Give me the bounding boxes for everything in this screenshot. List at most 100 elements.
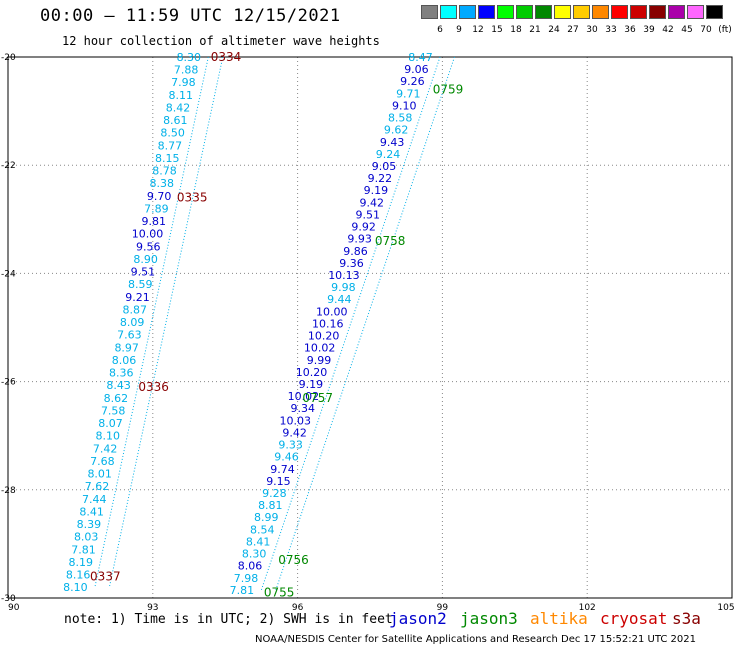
y-tick-label: -30 xyxy=(1,594,16,604)
wave-height-value: 10.20 xyxy=(296,366,328,379)
time-label: 0335 xyxy=(177,191,208,205)
legend-label: 9 xyxy=(456,25,462,35)
wave-height-value: 8.77 xyxy=(158,139,183,152)
wave-height-value: 9.19 xyxy=(299,378,324,391)
track-line xyxy=(275,56,455,591)
wave-height-value: 7.42 xyxy=(93,442,118,455)
track-line xyxy=(260,56,441,591)
wave-height-value: 8.36 xyxy=(109,367,134,380)
legend-label: 45 xyxy=(681,25,693,35)
wave-height-value: 9.33 xyxy=(278,439,303,452)
wave-height-value: 9.24 xyxy=(376,148,401,161)
wave-height-value: 7.63 xyxy=(117,329,142,342)
legend-swatch xyxy=(535,5,552,19)
legend-label: 33 xyxy=(605,25,617,35)
wave-height-value: 8.39 xyxy=(77,518,102,531)
legend-swatch xyxy=(497,5,514,19)
legend-swatch xyxy=(459,5,476,19)
satellite-altika: altika xyxy=(530,609,588,628)
wave-height-value: 8.87 xyxy=(123,303,148,316)
page-title: 00:00 – 11:59 UTC 12/15/2021 xyxy=(40,6,341,26)
wave-height-value: 8.41 xyxy=(246,535,271,548)
legend-swatch xyxy=(478,5,495,19)
wave-height-value: 8.06 xyxy=(112,354,137,367)
legend-label: 39 xyxy=(643,25,655,35)
wave-height-value: 7.62 xyxy=(85,480,110,493)
legend-swatch xyxy=(592,5,609,19)
wave-height-value: 8.03 xyxy=(74,531,99,544)
wave-height-value: 7.68 xyxy=(90,455,115,468)
wave-height-value: 7.81 xyxy=(230,584,255,597)
wave-height-value: 9.21 xyxy=(125,291,150,304)
wave-height-value: 8.09 xyxy=(120,316,145,329)
wave-height-value: 9.28 xyxy=(262,487,287,500)
wave-height-value: 9.99 xyxy=(307,354,332,367)
wave-height-value: 7.81 xyxy=(71,543,96,556)
wave-height-value: 9.74 xyxy=(270,463,295,476)
wave-height-value: 9.42 xyxy=(282,426,307,439)
x-tick-label: 96 xyxy=(292,603,304,613)
wave-height-value: 7.98 xyxy=(171,76,196,89)
wave-height-value: 8.42 xyxy=(166,101,191,114)
wave-height-value: 9.93 xyxy=(347,233,372,246)
wave-height-value: 9.34 xyxy=(291,402,316,415)
legend-swatch xyxy=(554,5,571,19)
wave-height-value: 7.98 xyxy=(234,572,259,585)
wave-height-value: 9.15 xyxy=(266,475,291,488)
wave-height-value: 7.89 xyxy=(144,202,169,215)
wave-height-value: 10.00 xyxy=(132,228,164,241)
wave-height-value: 9.10 xyxy=(392,99,417,112)
legend-unit: (ft) xyxy=(718,25,732,35)
wave-height-value: 8.30 xyxy=(242,548,267,561)
wave-height-value: 10.02 xyxy=(304,342,336,355)
legend-label: 27 xyxy=(567,25,579,35)
time-label: 0336 xyxy=(138,380,169,394)
track-line xyxy=(94,56,209,588)
legend-label: 6 xyxy=(437,25,443,35)
x-tick-label: 105 xyxy=(717,603,734,613)
wave-height-value: 8.41 xyxy=(79,505,104,518)
legend-swatch xyxy=(649,5,666,19)
wave-height-value: 8.54 xyxy=(250,523,275,536)
wave-height-value: 9.71 xyxy=(396,87,421,100)
satellite-s3a: s3a xyxy=(672,609,701,628)
wave-height-value: 8.01 xyxy=(87,468,112,481)
legend-label: 18 xyxy=(510,25,522,35)
wave-height-value: 8.19 xyxy=(69,556,94,569)
wave-height-value: 8.10 xyxy=(96,430,121,443)
time-label: 0755 xyxy=(264,586,295,600)
wave-height-value: 9.19 xyxy=(364,184,389,197)
wave-height-value: 10.02 xyxy=(288,390,320,403)
time-label: 0337 xyxy=(90,569,121,583)
legend-swatch xyxy=(516,5,533,19)
legend-label: 24 xyxy=(548,25,560,35)
wave-height-value: 9.92 xyxy=(351,221,376,234)
wave-height-value: 8.30 xyxy=(177,51,202,64)
legend-label: 42 xyxy=(662,25,674,35)
legend-swatch xyxy=(611,5,628,19)
satellite-cryosat: cryosat xyxy=(600,609,668,628)
legend-label: 36 xyxy=(624,25,636,35)
wave-height-value: 7.44 xyxy=(82,493,107,506)
legend-swatch xyxy=(440,5,457,19)
plot-frame xyxy=(7,56,733,599)
wave-height-value: 10.03 xyxy=(279,414,311,427)
time-label: 0757 xyxy=(302,391,333,405)
legend-swatch xyxy=(630,5,647,19)
x-tick-label: 102 xyxy=(579,603,596,613)
wave-height-value: 9.46 xyxy=(274,451,299,464)
x-tick-label: 99 xyxy=(437,603,449,613)
track-line xyxy=(108,56,224,588)
wave-height-value: 8.07 xyxy=(98,417,123,430)
legend-label: 15 xyxy=(491,25,503,35)
satellite-jason2: jason2 xyxy=(389,609,447,628)
legend-swatch xyxy=(687,5,704,19)
x-tick-label: 90 xyxy=(8,603,20,613)
legend-swatch xyxy=(706,5,723,19)
wave-height-value: 9.42 xyxy=(360,196,385,209)
legend-swatch xyxy=(421,5,438,19)
wave-height-value: 9.62 xyxy=(384,124,409,137)
wave-height-value: 9.06 xyxy=(404,63,429,76)
